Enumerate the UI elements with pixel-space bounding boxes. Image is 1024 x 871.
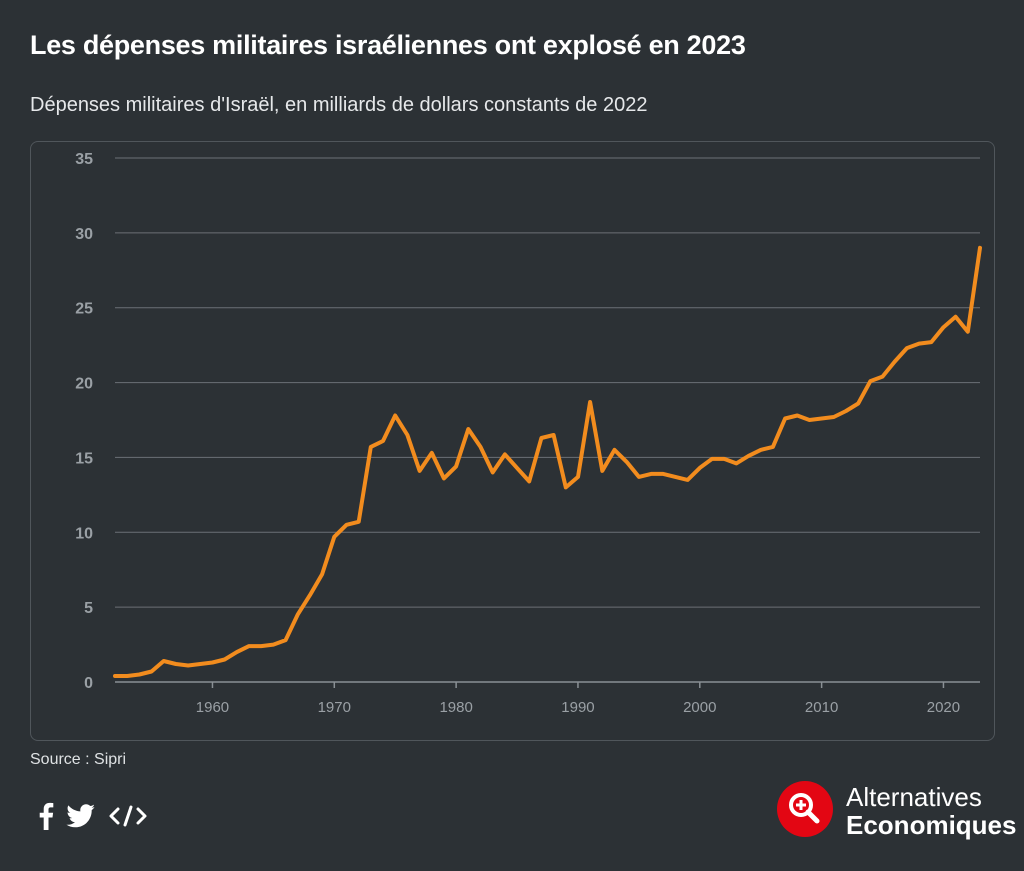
magnifier-plus-icon [776, 780, 834, 843]
y-tick-label: 5 [84, 600, 93, 617]
y-tick-label: 20 [75, 376, 93, 393]
series-line [113, 245, 982, 678]
brand-line2: Economiques [846, 809, 1017, 840]
brand-line1: Alternatives [846, 782, 982, 813]
source-note: Source : Sipri [30, 751, 127, 768]
x-tick-label: 2000 [683, 699, 716, 716]
twitter-icon[interactable] [66, 804, 96, 828]
line-chart: 0 5 10 15 20 25 30 35 1960 1970 1980 1990 2000 2010 20… [75, 151, 982, 716]
y-tick-label: 0 [84, 675, 93, 692]
y-tick-label: 35 [75, 151, 93, 168]
x-tick-label: 1980 [439, 699, 472, 716]
facebook-icon[interactable] [38, 802, 54, 830]
x-tick-label: 2020 [927, 699, 960, 716]
embed-code-icon[interactable] [108, 804, 148, 828]
x-tick-label: 2010 [805, 699, 838, 716]
y-tick-label: 15 [75, 450, 93, 467]
x-tick-label: 1990 [561, 699, 594, 716]
chart-title: Les dépenses militaires israéliennes ont… [30, 30, 746, 60]
brand-name: Alternatives Economiques [846, 782, 1017, 840]
brand-logo[interactable]: Alternatives Economiques [776, 780, 1016, 843]
y-tick-label: 25 [75, 301, 93, 318]
share-bar [38, 800, 148, 832]
y-tick-label: 30 [75, 226, 93, 243]
x-tick-label: 1970 [318, 699, 351, 716]
chart-panel: 0 5 10 15 20 25 30 35 1960 1970 1980 1990 2000 2010 20… [30, 141, 995, 741]
x-tick-label: 1960 [196, 699, 229, 716]
chart-subtitle: Dépenses militaires d'Israël, en milliar… [30, 94, 648, 116]
y-tick-label: 10 [75, 525, 93, 542]
